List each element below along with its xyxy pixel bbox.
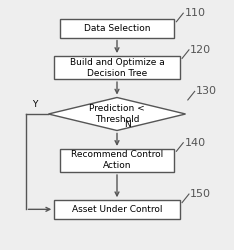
Text: 150: 150 <box>190 189 211 199</box>
Text: 120: 120 <box>190 45 211 55</box>
Text: 140: 140 <box>184 138 205 148</box>
FancyBboxPatch shape <box>54 200 180 218</box>
Polygon shape <box>48 98 186 130</box>
FancyBboxPatch shape <box>60 19 174 38</box>
Text: 110: 110 <box>184 8 205 18</box>
Text: Data Selection: Data Selection <box>84 24 150 33</box>
Text: Asset Under Control: Asset Under Control <box>72 205 162 214</box>
FancyBboxPatch shape <box>54 56 180 79</box>
Text: Prediction <
Threshold: Prediction < Threshold <box>89 104 145 124</box>
Text: Recommend Control
Action: Recommend Control Action <box>71 150 163 171</box>
FancyBboxPatch shape <box>60 149 174 172</box>
Text: Y: Y <box>33 100 38 109</box>
Text: Build and Optimize a
Decision Tree: Build and Optimize a Decision Tree <box>70 58 164 78</box>
Text: N: N <box>124 120 131 129</box>
Text: 130: 130 <box>196 86 217 97</box>
